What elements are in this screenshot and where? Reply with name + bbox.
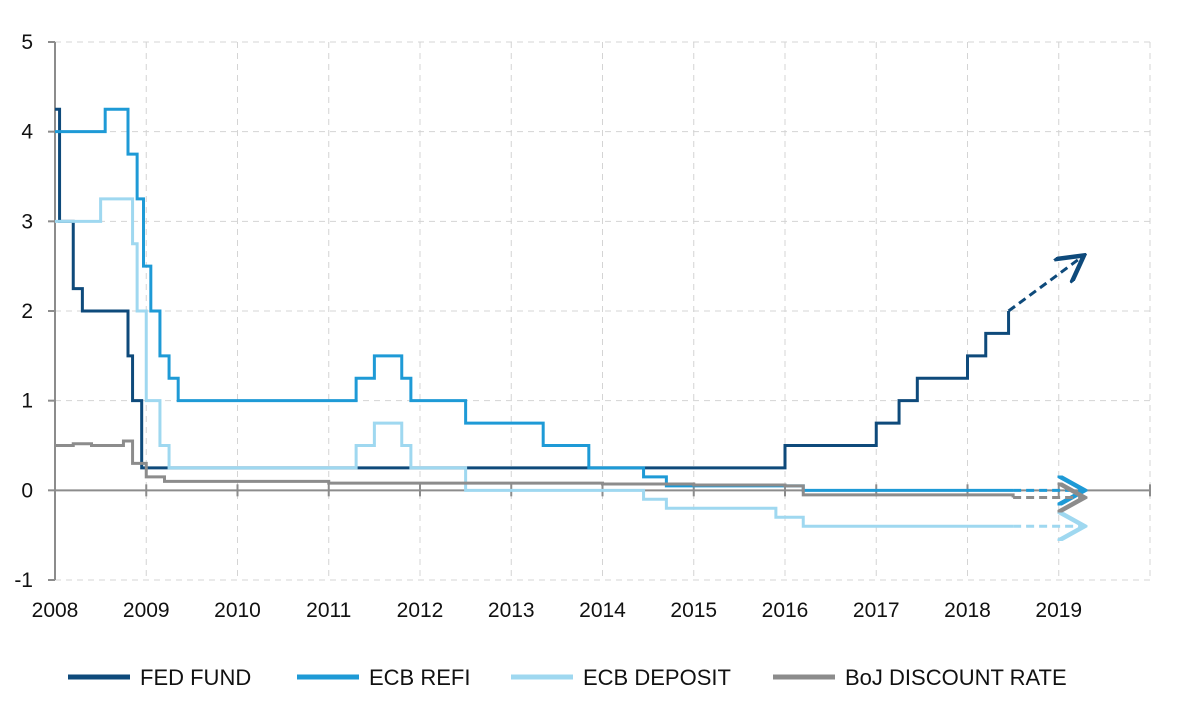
y-tick-label: 0 — [21, 479, 33, 502]
y-tick-label: 4 — [21, 121, 33, 144]
x-tick-label: 2010 — [214, 599, 261, 622]
y-tick-label: 3 — [21, 210, 33, 233]
series-line-ecb-deposit — [55, 197, 1014, 528]
x-tick-label: 2017 — [853, 599, 900, 622]
x-tick-label: 2015 — [670, 599, 717, 622]
x-tick-label: 2018 — [944, 599, 991, 622]
series-line-fed-fund — [55, 107, 1011, 470]
y-tick-label: 5 — [21, 31, 33, 54]
legend: FED FUND ECB REFI ECB DEPOSIT BoJ DISCOUNT … — [68, 665, 1067, 690]
y-tick-label: -1 — [14, 569, 33, 592]
legend-label-ecb-refi: ECB REFI — [369, 665, 470, 690]
x-tick-label: 2008 — [32, 599, 79, 622]
y-tick-label: 2 — [21, 300, 33, 323]
x-tick-label: 2014 — [579, 599, 626, 622]
series-line-boj-discount-rate — [55, 439, 1015, 498]
series-line-ecb-refi — [55, 107, 1014, 492]
legend-label-ecb-deposit: ECB DEPOSIT — [583, 665, 731, 690]
y-tick-label: 1 — [21, 390, 33, 413]
x-tick-label: 2016 — [762, 599, 809, 622]
legend-label-boj-discount-rate: BoJ DISCOUNT RATE — [845, 665, 1067, 690]
tick-labels: 5 4 3 2 1 0 -1 2008 2009 2010 2011 2012 2013 2014 2015… — [14, 31, 1082, 622]
legend-label-fed-fund: FED FUND — [140, 665, 251, 690]
x-tick-label: 2013 — [488, 599, 535, 622]
x-tick-label: 2009 — [123, 599, 170, 622]
grid-lines — [55, 41, 1151, 581]
x-tick-label: 2019 — [1035, 599, 1082, 622]
x-tick-label: 2012 — [397, 599, 444, 622]
projection-arrow-fed-fund — [1007, 257, 1082, 313]
series-lines — [55, 107, 1082, 528]
x-tick-label: 2011 — [306, 599, 351, 622]
